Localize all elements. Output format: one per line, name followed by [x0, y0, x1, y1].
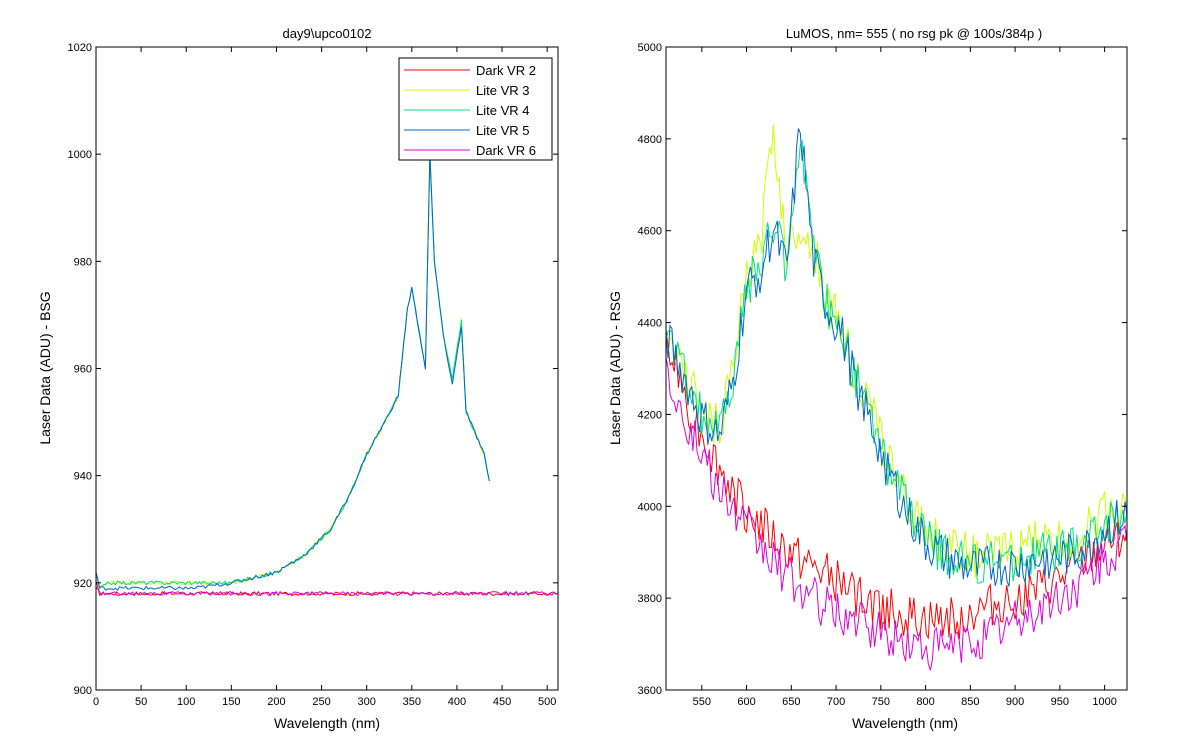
left-y-tick-label: 920	[74, 578, 92, 590]
right-x-tick-label: 650	[782, 696, 800, 708]
legend-label: Lite VR 4	[476, 103, 529, 118]
left-y-tick-label: 1020	[68, 42, 92, 54]
right-x-tick-label: 700	[827, 696, 845, 708]
right-x-tick-label: 1000	[1092, 696, 1116, 708]
left-y-tick-label: 1000	[68, 149, 92, 161]
right-y-tick-label: 4400	[638, 318, 662, 330]
right-chart-title: LuMOS, nm= 555 ( no rsg pk @ 100s/384p )	[786, 26, 1042, 41]
legend-label: Lite VR 5	[476, 123, 529, 138]
right-y-tick-label: 4200	[638, 409, 662, 421]
right-x-tick-label: 550	[693, 696, 711, 708]
legend-entry: Lite VR 4	[404, 103, 529, 118]
right-series-line	[666, 139, 1127, 584]
left-x-tick-label: 300	[358, 696, 376, 708]
right-series-line	[666, 357, 1127, 671]
left-x-tick-label: 200	[267, 696, 285, 708]
right-series-line	[666, 128, 1127, 587]
right-chart-series	[666, 124, 1127, 671]
left-chart-frame	[95, 46, 559, 691]
right-chart-ylabel: Laser Data (ADU) - RSG	[607, 291, 623, 445]
right-chart: LuMOS, nm= 555 ( no rsg pk @ 100s/384p )…	[607, 26, 1128, 731]
legend-box	[398, 57, 553, 161]
left-y-tick-label: 980	[74, 256, 92, 268]
right-y-tick-label: 3800	[638, 593, 662, 605]
left-chart-xlabel: Wavelength (nm)	[274, 715, 380, 731]
legend-entry: Lite VR 3	[404, 83, 529, 98]
legend-label: Dark VR 6	[476, 143, 536, 158]
left-x-tick-label: 50	[135, 696, 147, 708]
legend-label: Dark VR 2	[476, 63, 536, 78]
right-y-tick-label: 5000	[638, 42, 662, 54]
right-chart-plot-bg	[666, 47, 1127, 690]
right-y-tick-label: 4000	[638, 501, 662, 513]
right-x-tick-label: 600	[737, 696, 755, 708]
right-chart-frame	[665, 46, 1128, 691]
left-y-tick-label: 900	[74, 685, 92, 697]
left-x-tick-label: 500	[538, 696, 556, 708]
left-x-tick-label: 150	[222, 696, 240, 708]
right-series-line	[666, 330, 1127, 640]
left-series-line	[96, 586, 558, 597]
right-y-tick-label: 4800	[638, 134, 662, 146]
left-x-tick-label: 0	[93, 696, 99, 708]
left-chart-series	[96, 153, 558, 597]
left-chart-ylabel: Laser Data (ADU) - BSG	[37, 291, 53, 444]
left-series-line	[96, 153, 490, 591]
right-x-tick-label: 750	[872, 696, 890, 708]
right-y-tick-label: 4600	[638, 226, 662, 238]
left-chart: day9\upco0102 Wavelength (nm) Laser Data…	[37, 26, 559, 731]
right-x-tick-label: 850	[961, 696, 979, 708]
right-y-tick-label: 3600	[638, 685, 662, 697]
left-x-tick-label: 100	[177, 696, 195, 708]
left-chart-title: day9\upco0102	[283, 26, 372, 41]
left-x-tick-label: 250	[312, 696, 330, 708]
right-x-tick-label: 800	[916, 696, 934, 708]
legend: Dark VR 2 Lite VR 3 Lite VR 4 Lite VR 5 …	[398, 57, 553, 161]
left-chart-ticks: 0 50 100 150 200 250 300 350 400 450 500 900 920 940 9…	[68, 42, 558, 708]
right-chart-plot: 550 600 650 700 750 800 850 900 950 1000 3600 3800 4…	[638, 42, 1128, 708]
legend-label: Lite VR 3	[476, 83, 529, 98]
right-x-tick-label: 950	[1051, 696, 1069, 708]
left-x-tick-label: 450	[493, 696, 511, 708]
legend-entry: Dark VR 6	[404, 143, 536, 158]
right-x-tick-label: 900	[1006, 696, 1024, 708]
left-x-tick-label: 350	[403, 696, 421, 708]
left-y-tick-label: 940	[74, 471, 92, 483]
legend-entry: Lite VR 5	[404, 123, 529, 138]
left-x-tick-label: 400	[448, 696, 466, 708]
right-chart-xlabel: Wavelength (nm)	[852, 715, 958, 731]
left-y-tick-label: 960	[74, 364, 92, 376]
legend-entry: Dark VR 2	[404, 63, 536, 78]
